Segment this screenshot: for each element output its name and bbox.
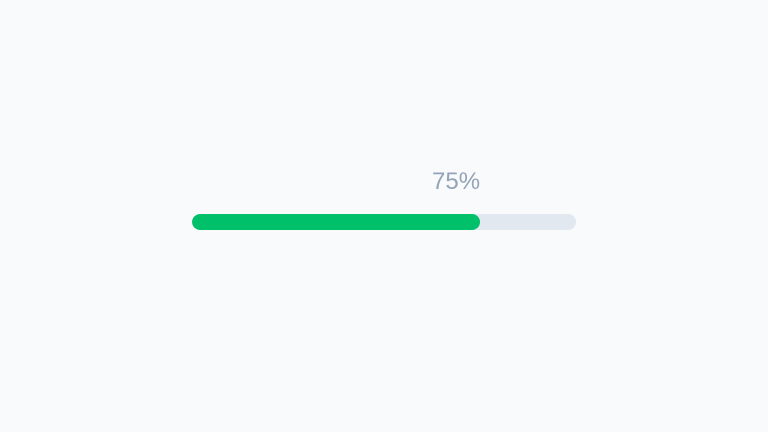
progress-bar xyxy=(192,214,576,230)
progress-label: 75% xyxy=(432,168,481,195)
progress-bar-fill xyxy=(192,214,480,230)
